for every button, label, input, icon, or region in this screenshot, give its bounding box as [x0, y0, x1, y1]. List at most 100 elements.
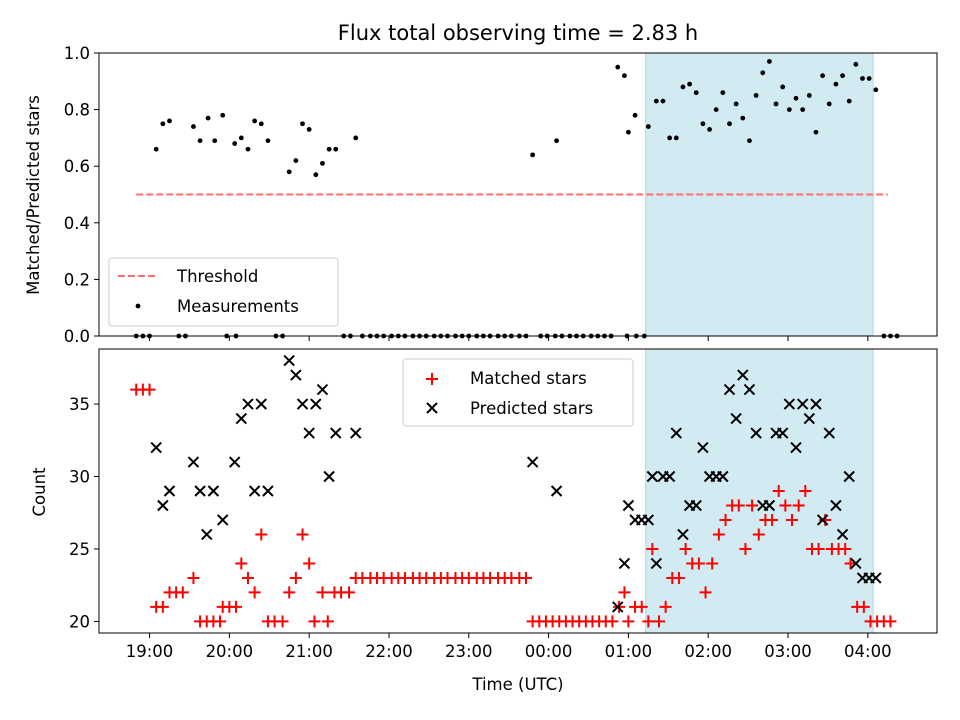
matched-star-marker	[343, 586, 356, 599]
matched-star-marker	[642, 615, 655, 628]
measurement-point	[232, 141, 238, 146]
matched-star-marker	[235, 557, 248, 570]
predicted-star-marker	[677, 528, 689, 541]
top-data-layer	[133, 59, 900, 339]
measurement-point	[820, 73, 826, 79]
matched-star-marker	[255, 528, 268, 541]
predicted-star-marker	[283, 354, 295, 367]
predicted-star-marker	[330, 427, 342, 439]
predicted-stars-legend-marker	[426, 402, 438, 414]
predicted-star-marker	[255, 398, 267, 410]
matched-star-marker	[143, 383, 156, 396]
measurement-point	[700, 121, 706, 127]
predicted-star-marker	[248, 485, 261, 497]
matched-star-marker	[659, 600, 672, 613]
measurement-point	[212, 138, 218, 144]
bottom-x-tick-label: 00:00	[525, 642, 573, 661]
bottom-y-axis: 20 25 30 35	[69, 395, 99, 631]
measurement-point	[733, 101, 739, 107]
measurement-point	[780, 84, 786, 90]
predicted-stars-legend-label: Predicted stars	[470, 399, 593, 418]
predicted-star-marker	[187, 456, 200, 468]
matched-star-marker	[308, 615, 321, 628]
measurement-point	[866, 76, 872, 81]
top-legend: Threshold Measurements	[108, 257, 339, 327]
predicted-star-marker	[670, 427, 682, 439]
measurement-point	[632, 112, 638, 118]
measurement-point	[793, 95, 799, 101]
measurement-point	[252, 118, 258, 124]
measurement-point	[167, 118, 172, 124]
predicted-star-marker	[157, 499, 169, 512]
measurement-point	[265, 138, 271, 144]
measurement-point	[626, 129, 631, 135]
measurement-point	[693, 90, 699, 96]
measurement-point	[707, 127, 712, 132]
predicted-star-marker	[750, 427, 762, 439]
measurement-point	[320, 160, 325, 166]
top-y-tick-label: 0.4	[64, 214, 90, 233]
measurement-point	[826, 101, 832, 107]
predicted-star-marker	[810, 398, 822, 410]
measurement-point	[687, 81, 692, 87]
matched-star-marker	[214, 615, 227, 628]
predicted-star-marker	[836, 528, 849, 541]
chart-title: Flux total observing time = 2.83 h	[338, 21, 698, 45]
bottom-x-tick-label: 23:00	[445, 642, 493, 661]
predicted-star-marker	[216, 514, 229, 526]
matched-star-marker	[772, 485, 785, 497]
predicted-star-marker	[663, 470, 676, 483]
measurements-legend-label: Measurements	[177, 297, 299, 316]
matched-star-marker	[884, 615, 897, 628]
bottom-y-tick-label: 35	[69, 395, 90, 414]
bottom-x-axis: 19:00 20:00 21:00 22:00 23:00 00:00 01:00 02:00…	[126, 633, 892, 661]
measurement-point	[860, 76, 865, 81]
measurement-point	[740, 115, 746, 121]
matched-star-marker	[792, 499, 805, 512]
predicted-star-marker	[550, 485, 563, 497]
measurement-point	[673, 135, 679, 141]
matched-star-marker	[156, 600, 169, 613]
matched-stars-legend-marker	[426, 373, 438, 385]
predicted-star-marker	[303, 427, 315, 439]
top-y-tick-label: 0.8	[64, 101, 90, 120]
measurement-point	[258, 121, 264, 127]
predicted-star-marker	[717, 470, 729, 483]
predicted-star-marker	[830, 499, 842, 512]
matched-star-marker	[692, 557, 705, 570]
predicted-star-marker	[690, 499, 702, 512]
measurement-point	[286, 169, 292, 175]
predicted-star-marker	[737, 369, 749, 381]
matched-star-marker	[652, 615, 665, 628]
predicted-star-marker	[803, 412, 816, 425]
predicted-star-marker	[816, 514, 829, 526]
matched-star-marker	[812, 542, 825, 555]
measurement-point	[720, 90, 726, 96]
predicted-star-marker	[642, 514, 655, 526]
matched-star-marker	[622, 615, 635, 628]
predicted-star-marker	[723, 383, 736, 396]
measurement-point	[622, 73, 627, 79]
measurement-point	[530, 152, 536, 158]
measurement-point	[645, 124, 651, 129]
matched-star-marker	[766, 513, 779, 526]
bottom-y-tick-label: 30	[69, 468, 90, 487]
measurement-point	[727, 121, 732, 127]
matched-star-marker	[739, 542, 752, 555]
measurement-point	[333, 146, 339, 152]
predicted-star-marker	[194, 485, 206, 497]
matched-star-marker	[857, 600, 870, 613]
measurement-point	[846, 98, 852, 104]
matched-star-marker	[672, 571, 685, 584]
measurement-point	[680, 84, 686, 90]
predicted-star-marker	[323, 470, 335, 483]
matched-star-marker	[732, 499, 745, 512]
predicted-star-marker	[228, 456, 241, 468]
bottom-x-tick-label: 19:00	[126, 642, 174, 661]
measurement-point	[813, 129, 819, 135]
top-y-axis: 0.0 0.2 0.4 0.6 0.8 1.0	[64, 44, 99, 346]
top-axes-frame	[98, 52, 938, 337]
top-y-tick-label: 1.0	[64, 44, 90, 63]
bottom-x-tick-label: 02:00	[684, 642, 732, 661]
